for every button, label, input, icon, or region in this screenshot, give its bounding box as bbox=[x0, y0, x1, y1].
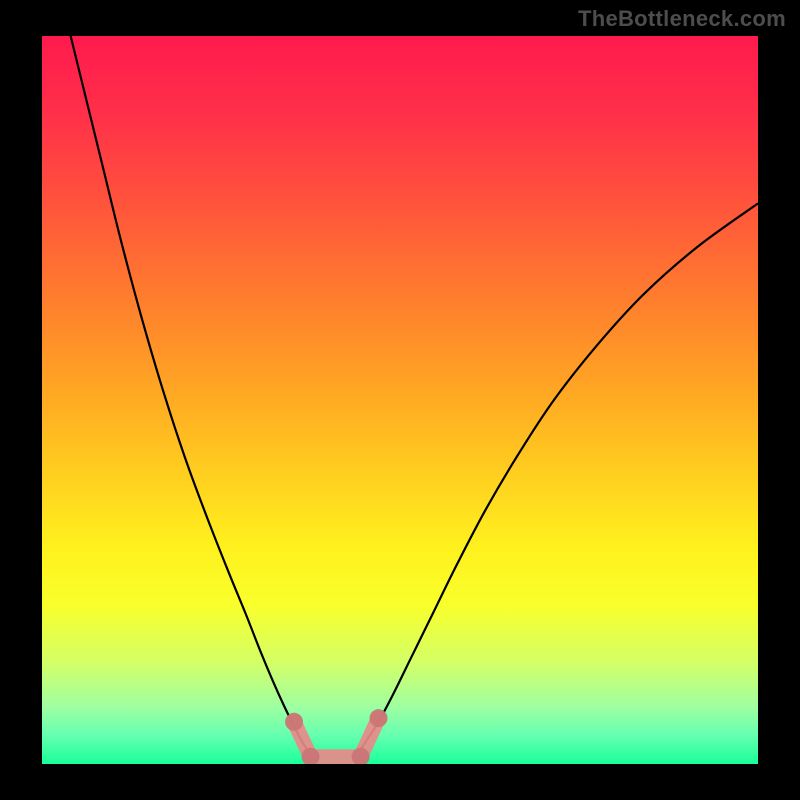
plot-area bbox=[42, 36, 758, 764]
gradient-background bbox=[42, 36, 758, 764]
chart-svg bbox=[42, 36, 758, 764]
watermark-text: TheBottleneck.com bbox=[578, 6, 786, 32]
